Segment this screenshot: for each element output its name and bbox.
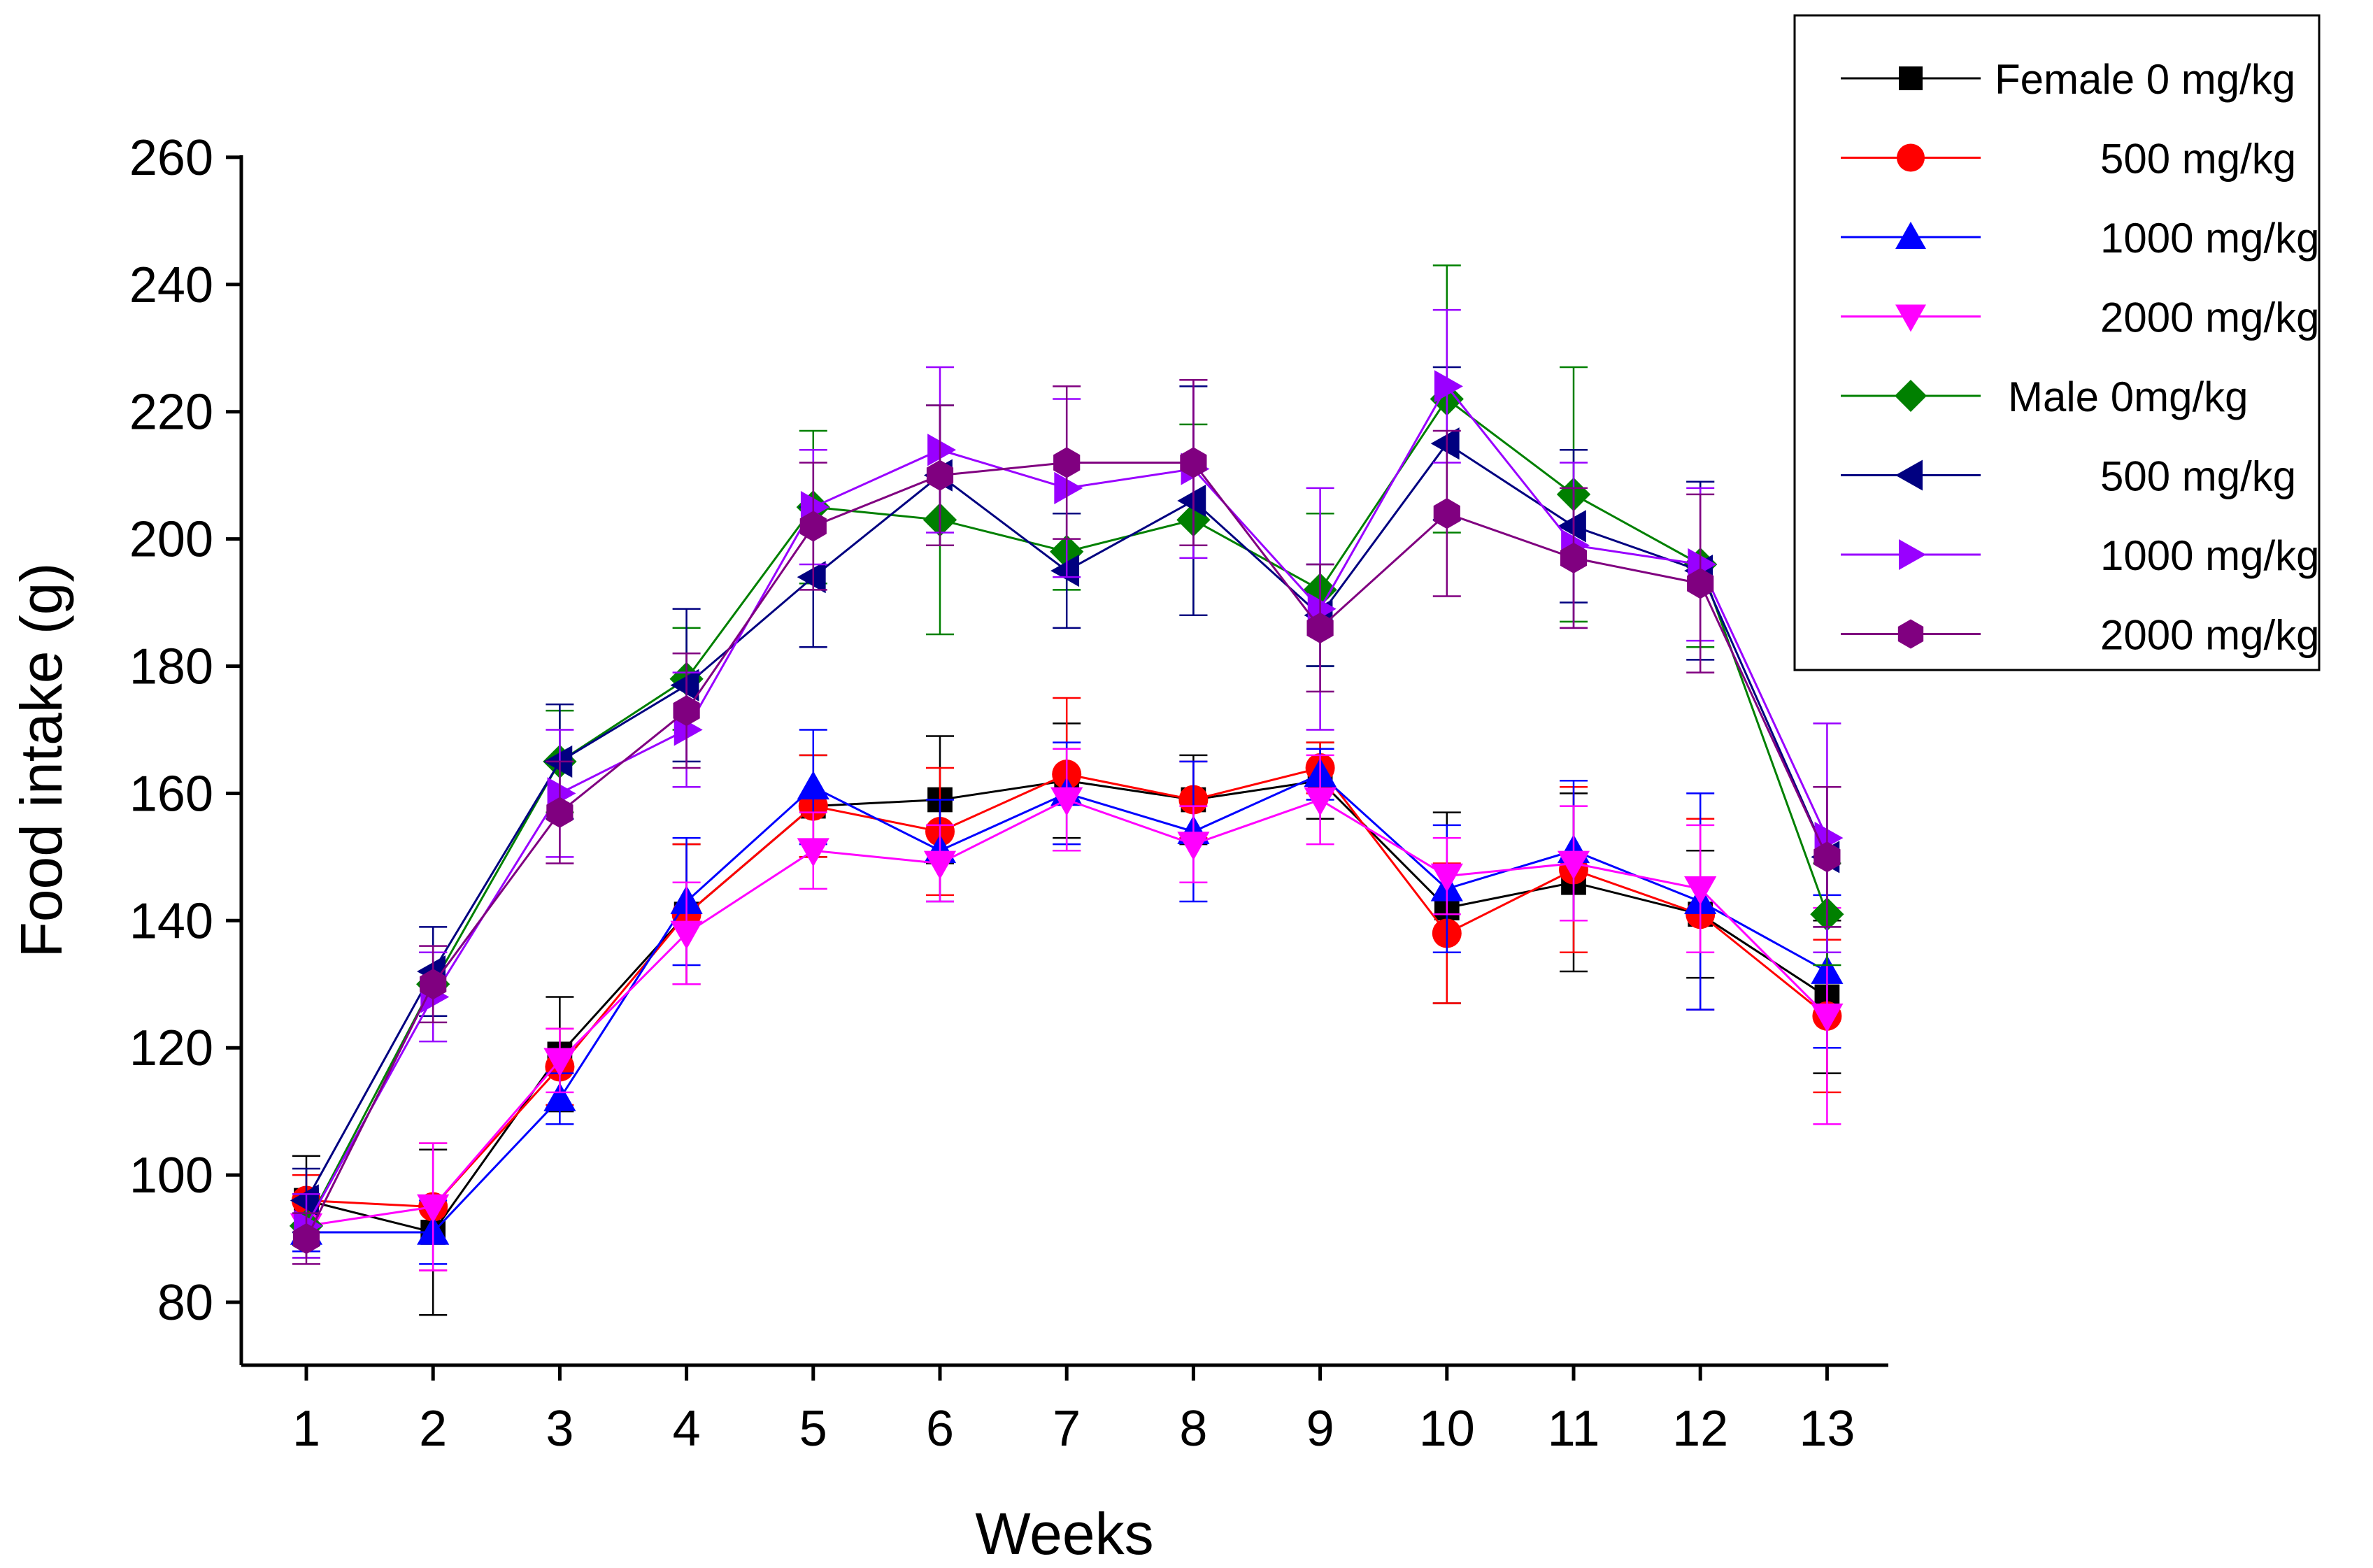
data-point-marker [1560,542,1588,573]
data-point-marker [797,838,829,867]
x-tick-label: 10 [1419,1401,1475,1457]
x-axis-label: Weeks [975,1501,1153,1567]
x-tick-label: 9 [1306,1401,1334,1457]
legend-marker [1899,66,1923,90]
data-point-marker [927,434,957,466]
y-tick-label: 100 [129,1148,213,1204]
x-tick-label: 3 [546,1401,573,1457]
data-point-marker [670,669,699,701]
legend-marker [1895,222,1926,249]
data-point-marker [797,771,829,800]
legend-item-3: 1000 mg/kg [1841,215,2320,262]
legend-item-7: 1000 mg/kg [1841,532,2320,579]
data-point-marker [1811,1003,1844,1032]
data-point-marker [417,1194,450,1223]
data-point-marker [799,511,827,542]
data-point-marker [923,850,957,880]
y-tick-label: 140 [129,893,213,949]
data-point-marker [1304,787,1337,816]
data-point-marker [1557,850,1590,880]
legend-marker [1895,304,1926,332]
y-tick-label: 260 [129,130,213,186]
y-axis-label: Food intake (g) [8,563,74,958]
x-tick-label: 4 [673,1401,701,1457]
legend-label: 1000 mg/kg [2100,532,2320,579]
data-point-marker [1054,471,1083,504]
y-tick-label: 220 [129,385,213,441]
legend-label: 500 mg/kg [2100,453,2296,500]
legend-marker [1897,619,1924,649]
data-point-marker [1306,612,1334,643]
data-point-marker [797,561,826,594]
x-tick-label: 12 [1672,1401,1728,1457]
y-tick-label: 200 [129,512,213,568]
data-point-marker [1050,554,1080,587]
x-tick-label: 2 [419,1401,447,1457]
series-line [306,798,1828,1227]
data-point-marker [926,459,954,491]
data-point-marker [673,695,700,727]
data-point-marker [1053,447,1081,478]
legend-marker [1895,459,1923,491]
y-tick-label: 160 [129,766,213,822]
legend-box [1793,14,2321,671]
x-tick-label: 11 [1548,1401,1600,1457]
legend-marker [1899,539,1926,570]
x-tick-label: 8 [1179,1401,1207,1457]
data-point-marker [546,797,573,828]
data-point-marker [1433,498,1460,529]
y-tick-label: 80 [157,1275,213,1331]
legend-item-5: Male 0mg/kg [1841,373,2248,420]
y-tick-label: 120 [129,1020,213,1076]
legend-marker [1895,380,1927,412]
data-point-marker [1430,863,1463,892]
legend-label: 500 mg/kg [2100,136,2296,183]
legend-label: 2000 mg/kg [2100,612,2320,659]
data-point-marker [1180,447,1207,478]
legend-item-1: Female 0 mg/kg [1841,56,2295,103]
x-tick-label: 6 [926,1401,954,1457]
data-point-marker [1684,876,1717,905]
legend-item-2: 500 mg/kg [1841,136,2296,183]
data-point-marker [1687,568,1714,599]
y-tick-label: 240 [129,257,213,313]
data-point-marker [420,969,447,1000]
axes [239,155,1888,1367]
x-tick-label: 1 [292,1401,320,1457]
legend-marker [1897,143,1925,172]
legend: Female 0 mg/kg 500 mg/kg 1000 mg/kg 2000 mg… [1793,14,2321,671]
legend-item-4: 2000 mg/kg [1841,294,2320,341]
data-point-marker [1430,427,1460,460]
data-point-marker [543,1082,576,1111]
legend-label: Female 0 mg/kg [1995,56,2295,103]
legend-item-6: 500 mg/kg [1841,453,2296,500]
data-point-marker [1434,370,1463,403]
legend-label: 2000 mg/kg [2100,294,2320,341]
data-point-marker [292,1223,320,1255]
data-point-marker [290,1184,319,1217]
data-series [289,264,1844,1316]
x-tick-label: 5 [799,1401,827,1457]
y-tick-label: 180 [129,639,213,695]
legend-item-8: 2000 mg/kg [1841,612,2320,659]
data-point-marker [1050,787,1083,816]
x-tick-label: 7 [1053,1401,1081,1457]
legend-label: Male 0mg/kg [2008,373,2248,420]
legend-label: 1000 mg/kg [2100,215,2320,262]
data-point-marker [1177,484,1206,518]
series-8 [292,378,1841,1265]
data-point-marker [1177,832,1210,861]
data-point-marker [543,1048,576,1077]
data-point-marker [1813,841,1841,873]
x-tick-label: 13 [1799,1401,1855,1457]
data-point-marker [670,920,703,950]
data-point-marker [1557,510,1586,543]
